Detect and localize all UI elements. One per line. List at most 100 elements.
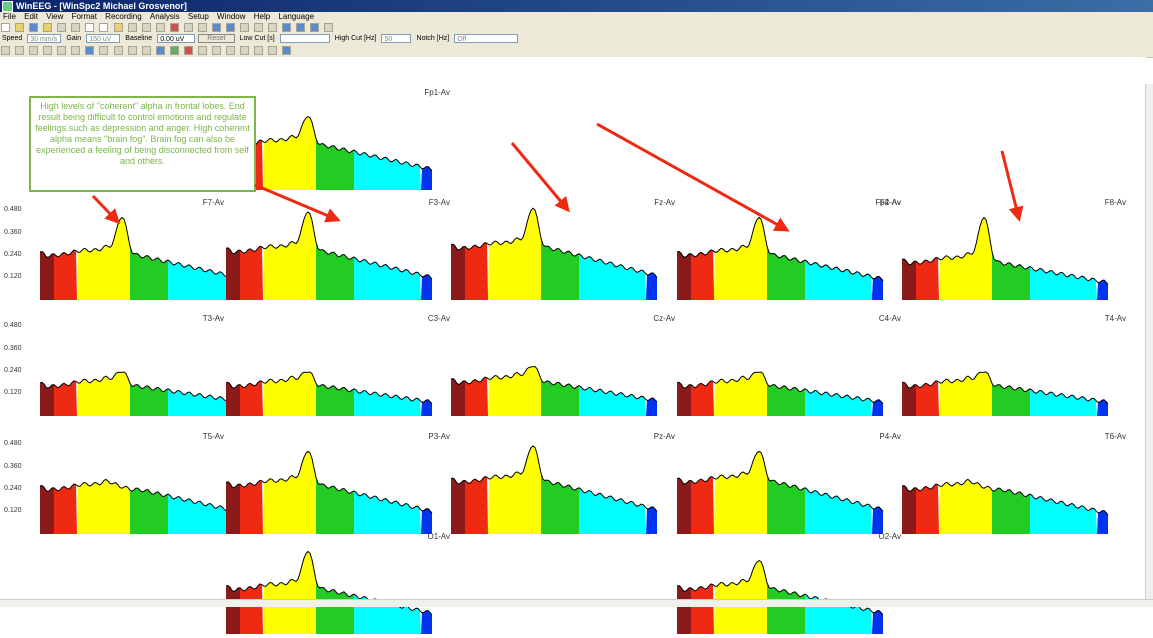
band-fill [354,150,421,190]
band-fill [1030,494,1097,534]
compare-icon[interactable] [268,46,278,55]
spectrum-panel[interactable]: F7-Av 0.480 0.360 0.240 0.120 [0,196,228,304]
last-page-icon[interactable] [141,46,151,55]
highcut-label: High Cut [Hz] [334,35,377,42]
print-icon[interactable] [57,23,67,32]
spectrum-panel[interactable]: F8-Av [902,196,1130,304]
coherence-icon[interactable] [226,23,235,32]
copy-icon[interactable] [99,23,109,32]
spectrum-panel[interactable]: Fp1-Av [226,86,454,194]
gain-select[interactable]: 150 uV [86,34,121,43]
spectrum-panel[interactable]: C4-Av [677,312,905,420]
band-fill [902,258,916,300]
spectrum-line [902,478,1109,516]
waveform-icon[interactable] [197,46,207,55]
play-icon[interactable] [1,46,10,55]
band-fill [40,485,54,534]
first-page-icon[interactable] [99,46,109,55]
events-icon[interactable] [57,46,67,55]
spectrum-chart [39,478,228,534]
pie-chart-icon[interactable] [169,46,179,55]
zoom-out-icon[interactable] [197,23,207,32]
band-fill [805,388,872,416]
spectrum-panel[interactable]: F3-Av [226,196,454,304]
spectrum-panel[interactable]: O1-Av [226,530,454,638]
select-icon[interactable] [71,46,81,55]
highcut-select[interactable]: 50 [381,34,412,43]
speed-select[interactable]: 30 mm/s [27,34,62,43]
band-fill [40,382,54,416]
baseline-input[interactable]: 0.00 uV [157,34,196,43]
horizontal-scrollbar[interactable] [0,599,1153,607]
spectrum-chart [226,211,433,300]
layout-2-icon[interactable] [296,23,306,32]
spectrum-panel[interactable]: F4-Av [677,196,905,304]
spectrum-panel[interactable]: T4-Av [902,312,1130,420]
menu-setup[interactable]: Setup [187,12,209,21]
menu-bar: File Edit View Format Recording Analysis… [0,12,1153,22]
next-page-icon[interactable] [127,46,137,55]
save-icon[interactable] [29,23,39,32]
help-icon[interactable] [324,23,334,32]
print-preview-icon[interactable] [71,23,81,32]
y-tick-label: 0.360 [4,228,22,236]
notch-select[interactable]: Off [454,34,519,43]
stop-icon[interactable] [43,46,53,55]
menu-format[interactable]: Format [71,12,97,21]
spectrum-panel[interactable]: Pz-Av [451,430,679,538]
cut-icon[interactable] [85,23,95,32]
layout-3-icon[interactable] [310,23,320,32]
bar-chart-icon[interactable] [155,46,165,55]
table-icon[interactable] [254,46,264,55]
open-folder-icon[interactable] [15,23,25,32]
lowcut-select[interactable] [279,34,330,43]
save-view-icon[interactable] [282,46,292,55]
menu-recording[interactable]: Recording [105,12,142,21]
sum-icon[interactable] [240,46,250,55]
vertical-scrollbar[interactable] [1145,84,1153,600]
spectrum-panel[interactable]: C3-Av [226,312,454,420]
new-file-icon[interactable] [1,23,10,32]
spectrum-panel[interactable]: Cz-Av [451,312,679,420]
band-fill [1097,399,1108,416]
band-fill [916,380,939,416]
menu-analysis[interactable]: Analysis [149,12,180,21]
step-forward-icon[interactable] [85,46,95,55]
spectrum-panel[interactable]: Fz-Av [451,196,679,304]
map-icon[interactable] [240,23,250,32]
y-tick-label: 0.360 [4,344,22,352]
reset-button[interactable]: Reset [198,34,235,43]
replace-icon[interactable] [155,23,165,32]
spectrum-panel[interactable]: T5-Av 0.480 0.360 0.240 0.120 [0,430,228,538]
average-icon[interactable] [226,46,235,55]
marker-icon[interactable] [169,23,179,32]
find-icon[interactable] [141,23,151,32]
spectra-icon[interactable] [211,23,221,32]
spectrum-panel[interactable]: P3-Av [226,430,454,538]
band-fill [354,256,421,300]
menu-help[interactable]: Help [253,12,271,21]
menu-edit[interactable]: Edit [24,12,38,21]
menu-language[interactable]: Language [278,12,315,21]
paste-icon[interactable] [113,23,123,32]
spectrum-panel[interactable]: T3-Av 0.480 0.360 0.240 0.120 [0,312,228,420]
zoom-in-icon[interactable] [183,23,193,32]
delete-icon[interactable] [127,23,137,32]
filter-icon[interactable] [211,46,221,55]
layout-1-icon[interactable] [282,23,292,32]
topography-icon[interactable] [183,46,193,55]
spectrum-panel[interactable]: O2-Av [677,530,905,638]
pause-icon[interactable] [29,46,39,55]
montage-icon[interactable] [268,23,278,32]
previous-page-icon[interactable] [113,46,123,55]
menu-file[interactable]: File [3,12,16,21]
spectrum-panel[interactable]: T6-Av [902,430,1130,538]
grid-icon[interactable] [254,23,264,32]
spectrum-panel[interactable]: P4-Av [677,430,905,538]
spectra-view: Fp1-Av Fp2-Av F7-Av 0.480 0.360 0.240 0.120 F3-… [0,57,1146,634]
save-all-icon[interactable] [43,23,53,32]
menu-window[interactable]: Window [217,12,246,21]
spectrum-chart [677,560,884,634]
record-icon[interactable] [15,46,25,55]
menu-view[interactable]: View [46,12,64,21]
